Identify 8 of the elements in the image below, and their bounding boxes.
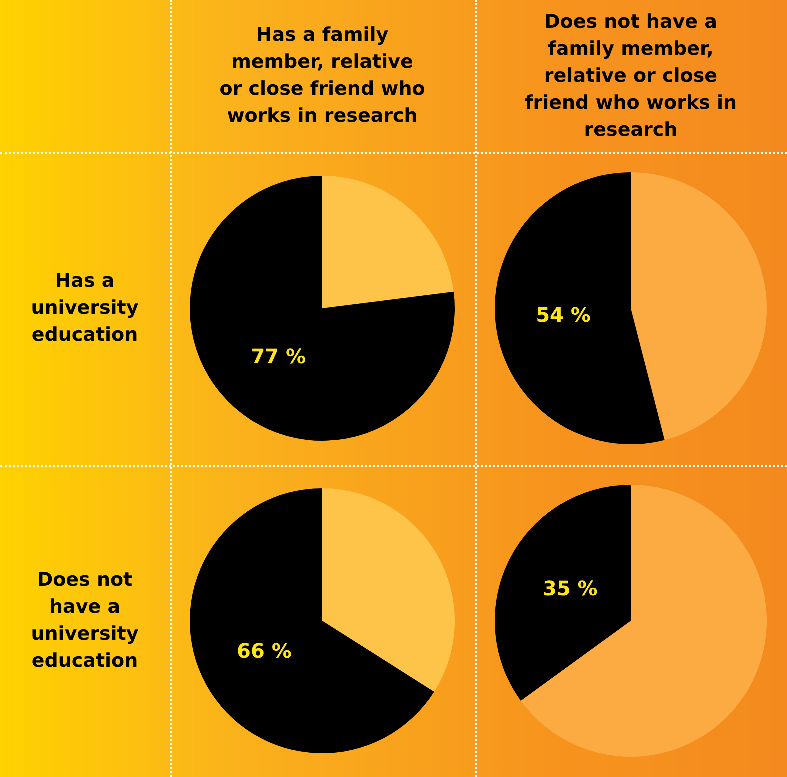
text: Does not have a family member, relative or close friend who works in research bbox=[524, 10, 738, 142]
text: Does not have a university education bbox=[30, 568, 140, 674]
data-label: 35 % bbox=[542, 576, 598, 600]
text: Has a university education bbox=[30, 269, 140, 348]
data-label: 77 % bbox=[251, 344, 306, 368]
data-label: 66 % bbox=[237, 639, 292, 664]
text: Has a family member, relative or close friend who works in research bbox=[218, 23, 426, 129]
data-label: 54 % bbox=[536, 303, 591, 328]
